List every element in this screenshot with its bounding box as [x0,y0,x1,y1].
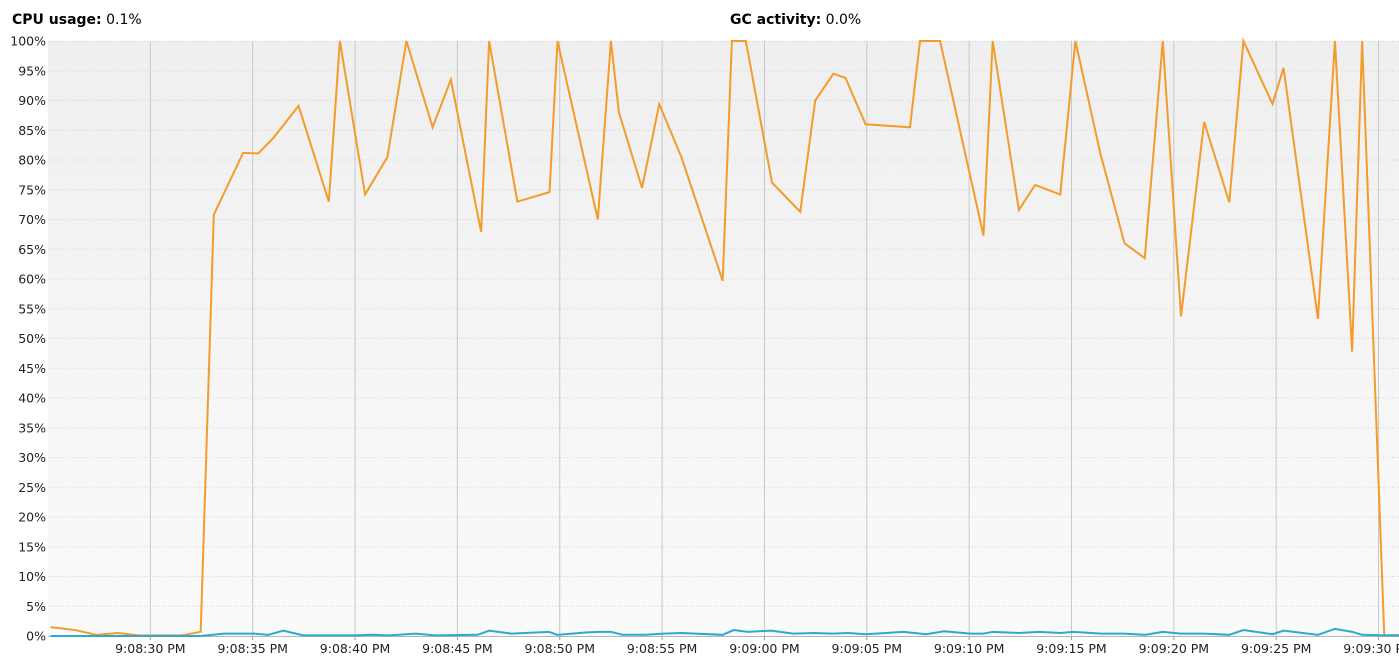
y-tick-label: 15% [18,539,46,554]
x-axis: 9:08:30 PM 9:08:35 PM 9:08:40 PM 9:08:45 PM… [48,636,1399,656]
y-tick-label: 90% [18,93,46,108]
y-tick-label: 80% [18,153,46,168]
y-tick-label: 10% [18,569,46,584]
cpu-usage-legend: CPU usage: 0.1% [12,12,142,28]
x-tick-label: 9:09:15 PM [1036,641,1106,656]
y-tick-label: 35% [18,420,46,435]
y-tick-label: 75% [18,182,46,197]
y-tick-label: 25% [18,480,46,495]
y-axis: 0% 5% 10% 15% 20% 25% 30% 35% 40% 45% 50% 55% 60% 65%… [10,34,46,644]
grid-layer [48,40,1399,636]
y-tick-label: 60% [18,272,46,287]
y-tick-label: 45% [18,361,46,376]
legend-bar: CPU usage: 0.1% GC activity: 0.0% [0,0,1399,42]
series-layer [50,37,1399,637]
y-tick-label: 95% [18,63,46,78]
x-tick-label: 9:09:10 PM [934,641,1004,656]
x-tick-label: 9:08:35 PM [217,641,287,656]
gc-activity-legend: GC activity: 0.0% [730,12,861,28]
x-tick-label: 9:08:40 PM [320,641,390,656]
x-tick-label: 9:08:45 PM [422,641,492,656]
cpu-usage-label: CPU usage: [12,12,102,28]
y-tick-label: 70% [18,212,46,227]
y-tick-label: 20% [18,510,46,525]
y-tick-label: 65% [18,242,46,257]
y-tick-label: 85% [18,123,46,138]
y-tick-label: 5% [26,599,46,614]
gc-activity-value: 0.0% [825,12,862,28]
y-tick-label: 30% [18,450,46,465]
y-tick-label: 55% [18,301,46,316]
x-tick-label: 9:09:25 PM [1241,641,1311,656]
x-tick-label: 9:08:55 PM [627,641,697,656]
x-tick-label: 9:09:00 PM [729,641,799,656]
gc-activity-label: GC activity: [730,12,822,28]
gc-activity-line [50,627,1399,637]
x-tick-label: 9:09:30 PM [1343,641,1399,656]
y-tick-label: 50% [18,331,46,346]
cpu-usage-value: 0.1% [106,12,142,28]
cpu-usage-line [50,37,1399,637]
x-tick-label: 9:09:20 PM [1139,641,1209,656]
x-tick-label: 9:08:50 PM [525,641,595,656]
y-tick-label: 40% [18,391,46,406]
x-tick-label: 9:09:05 PM [832,641,902,656]
y-tick-label: 100% [10,34,46,49]
x-tick-label: 9:08:30 PM [115,641,185,656]
y-tick-label: 0% [26,629,46,644]
